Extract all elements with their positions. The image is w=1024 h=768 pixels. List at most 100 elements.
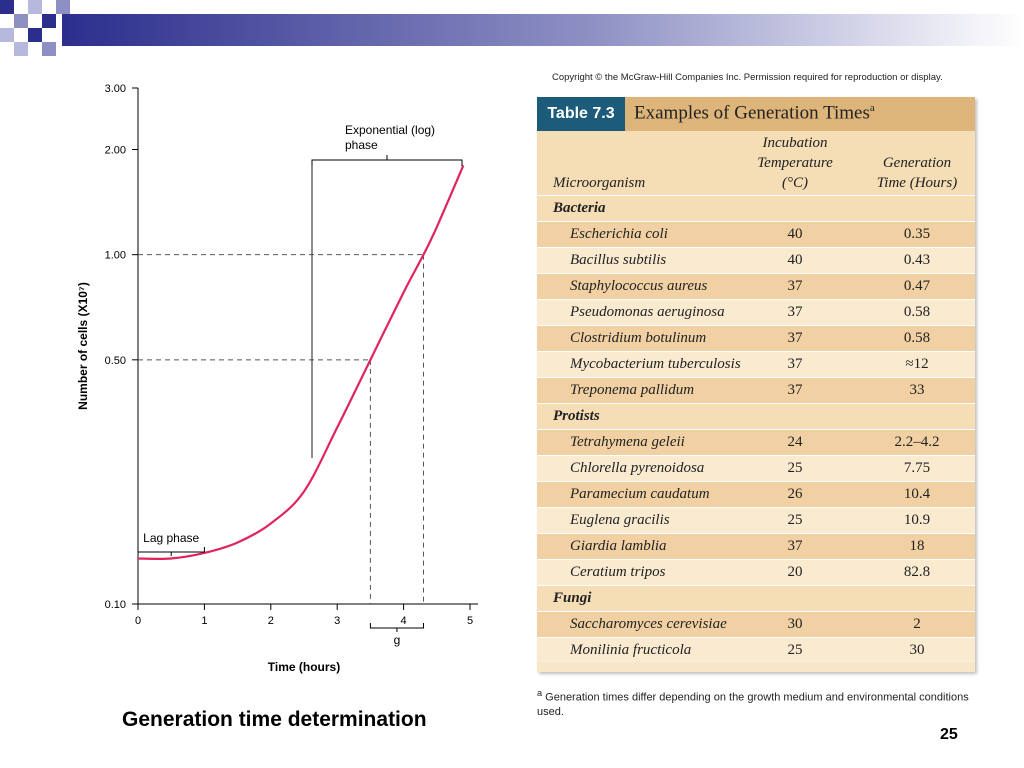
incubation-temperature: 37	[787, 278, 803, 294]
lag-phase-bracket	[137, 547, 205, 556]
generation-time: 82.8	[903, 564, 931, 580]
growth-curve-chart: 0.10 0.50 1.00 2.00 3.00 0 1 2 3 4 5 Time (hours) Nu…	[76, 83, 478, 674]
table-row: Pseudomonas aeruginosa 37 0.58	[537, 299, 975, 325]
organism-name: Escherichia coli	[570, 226, 668, 242]
incubation-temperature: 25	[787, 512, 803, 528]
table-row: Monilinia fructicola 25 30	[537, 637, 975, 663]
table-row: Ceratium tripos 20 82.8	[537, 559, 975, 585]
y-tick-label: 3.00	[105, 83, 126, 95]
organism-name: Clostridium botulinum	[570, 330, 707, 346]
category-label: Protists	[553, 408, 600, 424]
organism-name: Bacillus subtilis	[570, 252, 667, 268]
organism-name: Chlorella pyrenoidosa	[570, 460, 705, 476]
organism-name: Giardia lamblia	[570, 538, 667, 554]
table-row: Giardia lamblia 37 18	[537, 533, 975, 559]
table-row: Clostridium botulinum 37 0.58	[537, 325, 975, 351]
table-row: Bacillus subtilis 40 0.43	[537, 247, 975, 273]
decorative-header-bar	[0, 0, 1024, 56]
incubation-temperature: 25	[787, 460, 803, 476]
incubation-temperature: 37	[787, 382, 803, 398]
x-tick-label: 1	[201, 615, 207, 627]
generation-time: 30	[909, 642, 925, 658]
generation-times-table: Table 7.3 Examples of Generation Timesa …	[537, 97, 975, 672]
organism-name: Mycobacterium tuberculosis	[570, 356, 741, 372]
generation-time: ≈12	[905, 356, 929, 372]
table-category-row: Bacteria	[537, 195, 975, 221]
generation-time: 7.75	[903, 460, 931, 476]
y-tick-label: 2.00	[105, 145, 126, 157]
table-category-row: Protists	[537, 403, 975, 429]
y-axis-label: Number of cells (X10⁷)	[76, 282, 90, 410]
generation-time: 0.47	[903, 278, 931, 294]
incubation-temperature: 37	[787, 538, 803, 554]
chart-axes: 0.10 0.50 1.00 2.00 3.00 0 1 2 3 4 5 Time (hours) Nu…	[76, 83, 478, 674]
table-row: Staphylococcus aureus 37 0.47	[537, 273, 975, 299]
generation-time: 2.2–4.2	[894, 434, 940, 450]
x-tick-label: 0	[135, 615, 141, 627]
page-number: 25	[940, 726, 958, 743]
generation-time: 10.4	[903, 486, 931, 502]
generation-time: 18	[909, 538, 925, 554]
table-header-bar: Table 7.3 Examples of Generation Timesa	[537, 97, 975, 131]
incubation-temperature: 30	[787, 616, 803, 632]
table-title: Examples of Generation Timesa	[634, 102, 875, 124]
generation-time: 0.58	[903, 304, 931, 320]
col-header-microorganism: Microorganism	[553, 175, 646, 191]
generation-time: 0.43	[903, 252, 931, 268]
generation-time: 33	[909, 382, 925, 398]
lag-phase-label: Lag phase	[143, 531, 199, 545]
table-column-headers: Microorganism Incubation Temperature (°C…	[537, 131, 975, 195]
col-header-temperature: Incubation Temperature (°C)	[757, 135, 833, 191]
table-row: Tetrahymena geleii 24 2.2–4.2	[537, 429, 975, 455]
table-badge: Table 7.3	[537, 97, 625, 131]
col-header-generation-time: Generation Time (Hours)	[876, 155, 958, 191]
table-row: Mycobacterium tuberculosis 37 ≈12	[537, 351, 975, 377]
generation-label: g	[394, 633, 401, 647]
series-line-growth-curve	[137, 165, 465, 560]
generation-time: 2	[913, 616, 921, 632]
chart-guides	[138, 254, 425, 604]
incubation-temperature: 25	[787, 642, 803, 658]
table-row: Treponema pallidum 37 33	[537, 377, 975, 403]
exp-phase-bracket	[311, 155, 463, 166]
organism-name: Treponema pallidum	[570, 382, 695, 398]
generation-time: 0.35	[903, 226, 931, 242]
organism-name: Pseudomonas aeruginosa	[570, 304, 725, 320]
incubation-temperature: 40	[787, 252, 803, 268]
chart-annotations: Lag phase Exponential (log)phase g	[137, 123, 463, 647]
organism-name: Staphylococcus aureus	[570, 278, 708, 294]
y-tick-label: 0.10	[105, 599, 126, 611]
organism-name: Euglena gracilis	[570, 512, 670, 528]
x-tick-label: 2	[268, 615, 274, 627]
category-label: Bacteria	[553, 200, 606, 216]
incubation-temperature: 37	[787, 304, 803, 320]
table-row: Paramecium caudatum 26 10.4	[537, 481, 975, 507]
organism-name: Ceratium tripos	[570, 564, 666, 580]
exp-phase-label: phase	[345, 138, 378, 152]
table-row: Saccharomyces cerevisiae 30 2	[537, 611, 975, 637]
x-tick-label: 3	[334, 615, 340, 627]
table-category-row: Fungi	[537, 585, 975, 611]
incubation-temperature: 26	[787, 486, 803, 502]
organism-name: Saccharomyces cerevisiae	[570, 616, 727, 632]
exp-phase-label: Exponential (log)	[345, 123, 435, 137]
copyright-notice: Copyright © the McGraw-Hill Companies In…	[552, 72, 943, 83]
x-tick-label: 4	[401, 615, 407, 627]
table-row: Euglena gracilis 25 10.9	[537, 507, 975, 533]
incubation-temperature: 20	[787, 564, 803, 580]
incubation-temperature: 24	[787, 434, 803, 450]
organism-name: Monilinia fructicola	[570, 642, 692, 658]
generation-bracket	[369, 623, 425, 632]
category-label: Fungi	[553, 590, 592, 606]
table-row: Escherichia coli 40 0.35	[537, 221, 975, 247]
incubation-temperature: 40	[787, 226, 803, 242]
x-axis-label: Time (hours)	[268, 660, 340, 674]
generation-time: 0.58	[903, 330, 931, 346]
organism-name: Paramecium caudatum	[570, 486, 710, 502]
x-tick-label: 5	[467, 615, 473, 627]
incubation-temperature: 37	[787, 356, 803, 372]
organism-name: Tetrahymena geleii	[570, 434, 685, 450]
generation-time: 10.9	[903, 512, 931, 528]
table-footnote: a Generation times differ depending on t…	[537, 688, 969, 718]
y-tick-label: 0.50	[105, 355, 126, 367]
